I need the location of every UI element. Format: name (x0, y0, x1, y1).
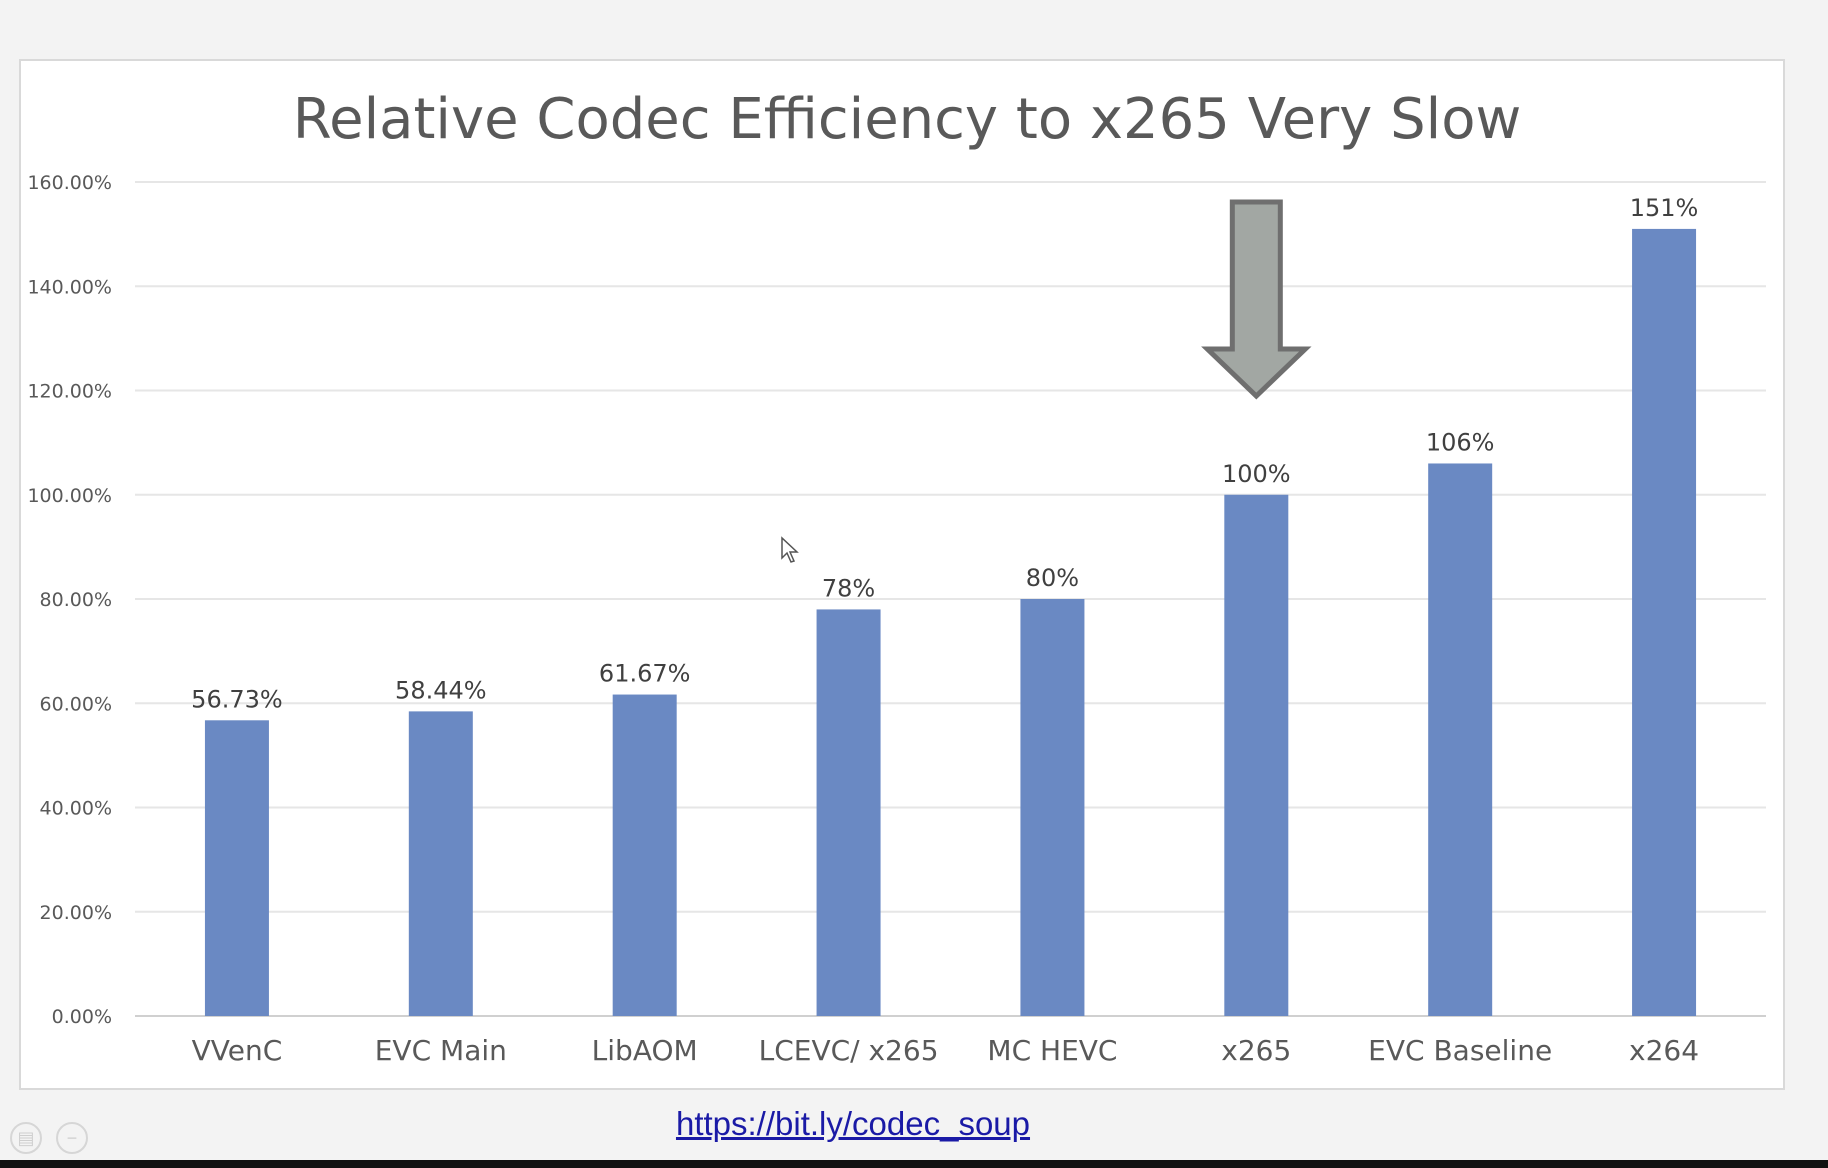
bar-chart: Relative Codec Efficiency to x265 Very S… (27, 87, 1766, 1067)
gridlines (135, 181, 1766, 1017)
slide-menu-icon[interactable]: ▤ (10, 1122, 42, 1154)
y-tick-label: 40.00% (40, 798, 112, 820)
x-category-label: x265 (1221, 1034, 1291, 1067)
data-label: 151% (1630, 194, 1699, 222)
y-tick-label: 80.00% (40, 589, 112, 611)
data-label: 56.73% (191, 685, 283, 713)
y-tick-label: 140.00% (27, 276, 112, 298)
mouse-cursor-icon (781, 536, 799, 563)
data-label: 80% (1026, 564, 1079, 592)
zoom-out-icon[interactable]: − (56, 1122, 88, 1154)
x-axis-category-labels: VVenC EVC Main LibAOM LCEVC/ x265 MC HEVC x26… (192, 1034, 1699, 1067)
bar (612, 694, 677, 1016)
bar (408, 711, 473, 1016)
data-labels: 56.73% 58.44% 61.67% 78% 80% 100% 106% 151% (191, 194, 1698, 713)
y-tick-label: 120.00% (27, 381, 112, 403)
x-category-label: LCEVC/ x265 (759, 1034, 939, 1067)
bars (204, 228, 1697, 1017)
data-label: 58.44% (395, 676, 487, 704)
bar (816, 609, 881, 1016)
y-tick-label: 0.00% (52, 1006, 112, 1028)
x-category-label: x264 (1629, 1034, 1699, 1067)
bar (1428, 463, 1493, 1017)
y-tick-label: 160.00% (27, 172, 112, 194)
data-label: 106% (1426, 428, 1495, 456)
data-label: 100% (1222, 460, 1291, 488)
bottom-bar (0, 1160, 1828, 1168)
data-label: 78% (822, 574, 875, 602)
x-category-label: EVC Main (375, 1034, 507, 1067)
x-category-label: MC HEVC (987, 1034, 1117, 1067)
y-tick-label: 100.00% (27, 485, 112, 507)
codec-soup-link[interactable]: https://bit.ly/codec_soup (675, 1105, 1031, 1142)
x-category-label: VVenC (192, 1034, 283, 1067)
arrow-shape (1201, 199, 1312, 400)
bar (204, 720, 269, 1016)
x-category-label: EVC Baseline (1368, 1034, 1552, 1067)
chart-frame: Relative Codec Efficiency to x265 Very S… (19, 59, 1785, 1090)
bar (1632, 228, 1697, 1017)
down-arrow-icon (1201, 199, 1312, 400)
y-tick-label: 60.00% (40, 693, 112, 715)
y-tick-label: 20.00% (40, 902, 112, 924)
data-label: 61.67% (599, 660, 691, 688)
bar (1020, 599, 1085, 1016)
slide-title-remnant (60, 0, 760, 8)
x-category-label: LibAOM (592, 1034, 698, 1067)
bar (1224, 494, 1289, 1016)
chart-title: Relative Codec Efficiency to x265 Very S… (293, 87, 1522, 152)
y-axis-tick-labels: 0.00% 20.00% 40.00% 60.00% 80.00% 100.00% 120.… (27, 172, 112, 1028)
